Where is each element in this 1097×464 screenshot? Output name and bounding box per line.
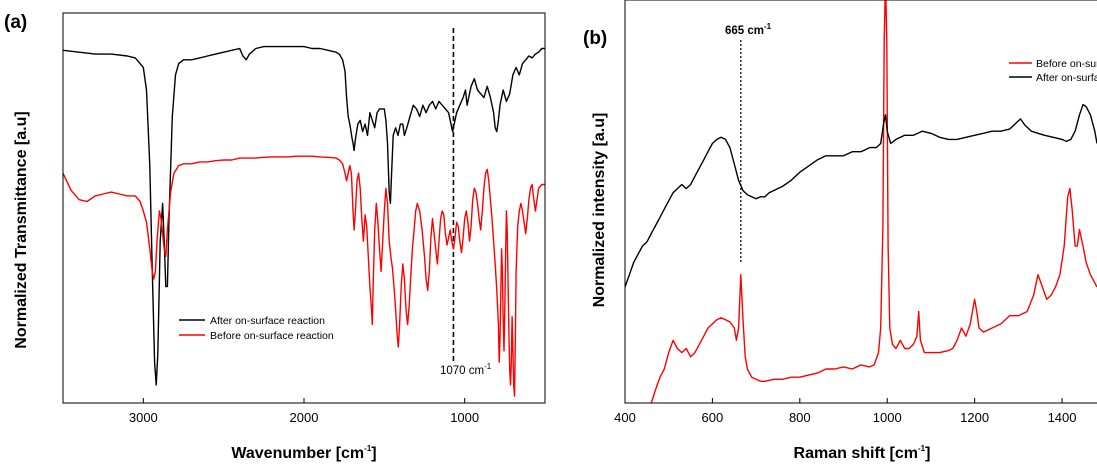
- panel-b-x-axis-title: Raman shift [cm-1]: [794, 444, 931, 462]
- panel-a-annotation-1070: 1070 cm-1: [440, 362, 492, 377]
- panel-a-x-tick-label: 1000: [450, 410, 479, 425]
- panel-b-frame: [624, 0, 1097, 404]
- panel-b-plot-area: [625, 0, 1097, 403]
- panel-b-x-tick-label: 1200: [960, 410, 989, 425]
- panel-a-x-tick-label: 3000: [129, 410, 158, 425]
- panel-a-x-tick-label: 2000: [290, 410, 319, 425]
- panel-a-annotation-main: 1070 cm: [440, 365, 484, 377]
- panel-b-x-axis-title-main: Raman shift [cm: [794, 445, 918, 462]
- series-line-before-on-surface-reaction: [650, 0, 1097, 403]
- panel-b-legend: Before on-surface reaction After on-surf…: [1009, 58, 1097, 84]
- panel-b-label: (b): [583, 28, 607, 49]
- panel-b-x-tick-label: 400: [614, 410, 636, 425]
- panel-b-annotation-665: 665 cm-1: [725, 22, 772, 37]
- panel-a-x-axis-title: Wavenumber [cm-1]: [231, 444, 376, 462]
- panel-a-x-axis-title-end: ]: [371, 445, 376, 462]
- panel-b-x-tick-label: 1400: [1048, 410, 1077, 425]
- series-line-before-on-surface-reaction: [63, 155, 545, 397]
- series-line-after-on-surface-reaction: [625, 103, 1097, 288]
- panel-b-annotation-sup: -1: [764, 22, 772, 31]
- panel-a-label: (a): [4, 12, 27, 33]
- panel-b-raman-chart: (b) Normalized intensity [a.u] 400 600 8…: [583, 0, 1097, 462]
- panel-b-annotation-main: 665 cm: [725, 25, 764, 37]
- panel-b-x-ticks: 400 600 800 1000 1200 1400: [614, 398, 1076, 425]
- legend-label-before: Before on-surface reaction: [210, 330, 334, 342]
- panel-b-x-axis-title-sup: -1: [918, 444, 926, 453]
- legend-label-before: Before on-surface reaction: [1036, 58, 1097, 70]
- panel-b-y-axis-title: Normalized intensity [a.u]: [591, 113, 608, 308]
- panel-b-x-tick-label: 800: [789, 410, 811, 425]
- panel-b-x-axis-title-end: ]: [925, 445, 930, 462]
- panel-b-x-tick-label: 1000: [873, 410, 902, 425]
- panel-b-x-tick-label: 600: [702, 410, 724, 425]
- panel-a-plot-area: [63, 28, 545, 397]
- panel-a-x-ticks: 3000 2000 1000: [129, 398, 479, 425]
- panel-a-annotation-sup: -1: [484, 362, 492, 371]
- panel-a-x-axis-title-sup: -1: [364, 444, 372, 453]
- panel-a-legend: After on-surface reaction Before on-surf…: [179, 315, 334, 342]
- panel-a-y-axis-title: Normalized Transmittance [a.u]: [13, 111, 30, 348]
- legend-label-after: After on-surface reaction: [210, 315, 325, 327]
- panel-a-ftir-chart: (a) Normalized Transmittance [a.u] 3000 …: [4, 12, 546, 462]
- panel-a-x-axis-title-main: Wavenumber [cm: [231, 445, 364, 462]
- series-line-after-on-surface-reaction: [63, 45, 545, 386]
- legend-label-after: After on-surface reaction: [1036, 72, 1097, 84]
